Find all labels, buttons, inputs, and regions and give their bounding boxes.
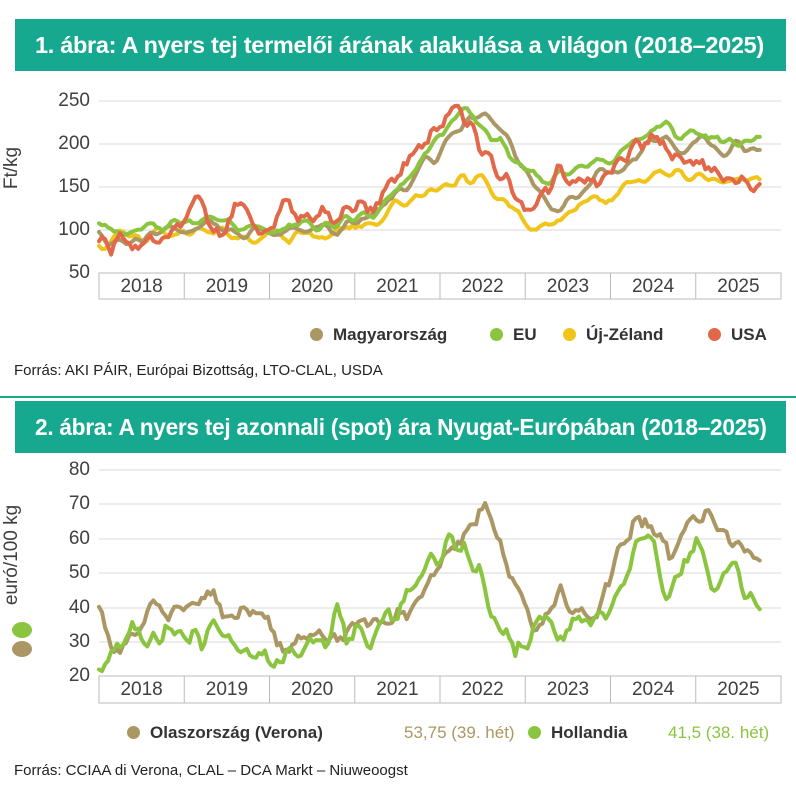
svg-text:2022: 2022 [461,276,503,297]
svg-text:2021: 2021 [376,679,418,700]
svg-text:2025: 2025 [717,276,759,297]
svg-text:2018: 2018 [120,276,162,297]
svg-text:70: 70 [69,493,90,514]
svg-text:2020: 2020 [291,679,333,700]
svg-text:Ft/kg: Ft/kg [1,147,22,189]
svg-text:2020: 2020 [291,276,333,297]
svg-text:euró/100 kg: euró/100 kg [1,505,22,605]
svg-text:60: 60 [69,528,90,549]
svg-text:2023: 2023 [547,679,589,700]
svg-text:150: 150 [58,176,90,197]
svg-text:100: 100 [58,219,90,240]
svg-text:30: 30 [69,631,90,652]
svg-text:2025: 2025 [717,679,759,700]
svg-text:2019: 2019 [206,276,248,297]
svg-text:50: 50 [69,562,90,583]
svg-text:2024: 2024 [632,276,675,297]
svg-text:40: 40 [69,597,90,618]
svg-text:80: 80 [69,460,90,480]
svg-text:2019: 2019 [206,679,248,700]
svg-text:2021: 2021 [376,276,418,297]
svg-text:50: 50 [69,262,90,283]
svg-text:2024: 2024 [632,679,675,700]
svg-text:2022: 2022 [461,679,503,700]
svg-text:200: 200 [58,133,90,154]
svg-text:2023: 2023 [547,276,589,297]
svg-text:250: 250 [58,90,90,111]
svg-text:2018: 2018 [120,679,162,700]
svg-text:20: 20 [69,665,90,686]
